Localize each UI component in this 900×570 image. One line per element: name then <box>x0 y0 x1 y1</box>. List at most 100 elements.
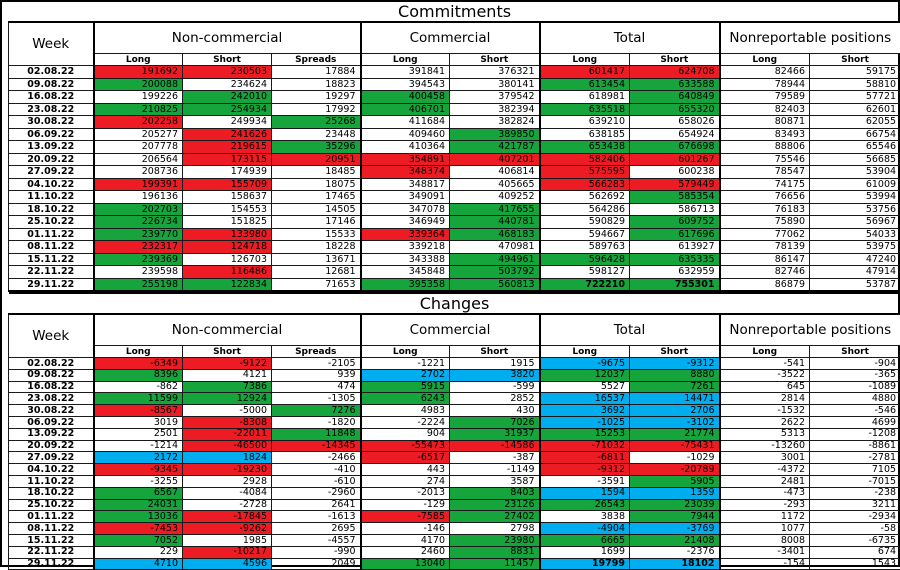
cell: 17992 <box>272 103 361 116</box>
cell: 53994 <box>810 191 900 204</box>
cell: -1149 <box>450 464 540 476</box>
cell: 560813 <box>450 278 540 291</box>
cell: -541 <box>720 358 810 370</box>
cell: 382394 <box>450 103 540 116</box>
cell: 53756 <box>810 203 900 216</box>
cell: 11599 <box>94 393 183 405</box>
cell: -7015 <box>810 475 900 487</box>
cell: 25268 <box>272 116 361 129</box>
cell: 23126 <box>450 499 540 511</box>
week-cell: 11.10.22 <box>9 191 94 204</box>
cell: -13260 <box>720 440 810 452</box>
cell: -990 <box>272 546 361 558</box>
cell: 3692 <box>540 405 630 417</box>
cell: 80871 <box>720 116 810 129</box>
week-cell: 27.09.22 <box>9 452 94 464</box>
cell: 658026 <box>630 116 720 129</box>
cell: 15533 <box>272 228 361 241</box>
cell: 617696 <box>630 228 720 241</box>
cell: -1089 <box>810 381 900 393</box>
cell: 3019 <box>94 416 183 428</box>
cell: 122834 <box>183 278 272 291</box>
cell: -238 <box>810 487 900 499</box>
cell: 21408 <box>630 534 720 546</box>
cell: -17845 <box>183 511 272 523</box>
cell: 4983 <box>361 405 450 417</box>
week-cell: 04.10.22 <box>9 464 94 476</box>
cell: 14505 <box>272 203 361 216</box>
cell: 1594 <box>540 487 630 499</box>
cell: 202258 <box>94 116 183 129</box>
cell: 5915 <box>361 381 450 393</box>
week-cell: 25.10.22 <box>9 216 94 229</box>
cell: 1699 <box>540 546 630 558</box>
cell: 3211 <box>810 499 900 511</box>
cell: 274 <box>361 475 450 487</box>
cell: 421787 <box>450 141 540 154</box>
cell: 409460 <box>361 128 450 141</box>
cell: 210825 <box>94 103 183 116</box>
cell: 382824 <box>450 116 540 129</box>
cell: 346949 <box>361 216 450 229</box>
title-row: Commitments <box>9 2 900 22</box>
cell: -1029 <box>630 452 720 464</box>
cell: 2798 <box>450 523 540 535</box>
cell: 4699 <box>810 416 900 428</box>
column-header: Long <box>361 54 450 66</box>
cell: 18823 <box>272 78 361 91</box>
week-cell: 18.10.22 <box>9 203 94 216</box>
week-cell: 11.10.22 <box>9 475 94 487</box>
cell: 66754 <box>810 128 900 141</box>
cell: 1543 <box>810 558 900 570</box>
cell: 354891 <box>361 153 450 166</box>
cell: 65546 <box>810 141 900 154</box>
cell: -8861 <box>810 440 900 452</box>
cell: 640849 <box>630 91 720 104</box>
cell: 17884 <box>272 66 361 79</box>
cell: 76656 <box>720 191 810 204</box>
cell: -2105 <box>272 358 361 370</box>
cell: 3587 <box>450 475 540 487</box>
week-cell: 20.09.22 <box>9 440 94 452</box>
cell: 20951 <box>272 153 361 166</box>
cell: 2460 <box>361 546 450 558</box>
cell: 18075 <box>272 178 361 191</box>
cell: -2728 <box>183 499 272 511</box>
cell: -1025 <box>540 416 630 428</box>
cell: 7261 <box>630 381 720 393</box>
cell: 232317 <box>94 241 183 254</box>
cell: 8880 <box>630 369 720 381</box>
week-cell: 18.10.22 <box>9 487 94 499</box>
column-header: Long <box>540 54 630 66</box>
cell: 380141 <box>450 78 540 91</box>
column-header: Long <box>361 346 450 358</box>
cell: 2049 <box>272 558 361 570</box>
cell: 16537 <box>540 393 630 405</box>
cell: 78139 <box>720 241 810 254</box>
cell: 417655 <box>450 203 540 216</box>
cell: 62601 <box>810 103 900 116</box>
cell: 12681 <box>272 266 361 279</box>
cell: -19230 <box>183 464 272 476</box>
cell: 339218 <box>361 241 450 254</box>
cell: 155709 <box>183 178 272 191</box>
cell: 226734 <box>94 216 183 229</box>
cell: 35296 <box>272 141 361 154</box>
week-cell: 30.08.22 <box>9 116 94 129</box>
cell: 13040 <box>361 558 450 570</box>
cell: 1359 <box>630 487 720 499</box>
cell: 613454 <box>540 78 630 91</box>
week-cell: 22.11.22 <box>9 546 94 558</box>
cell: 645 <box>720 381 810 393</box>
cell: 15253 <box>540 428 630 440</box>
column-header: Long <box>720 346 810 358</box>
